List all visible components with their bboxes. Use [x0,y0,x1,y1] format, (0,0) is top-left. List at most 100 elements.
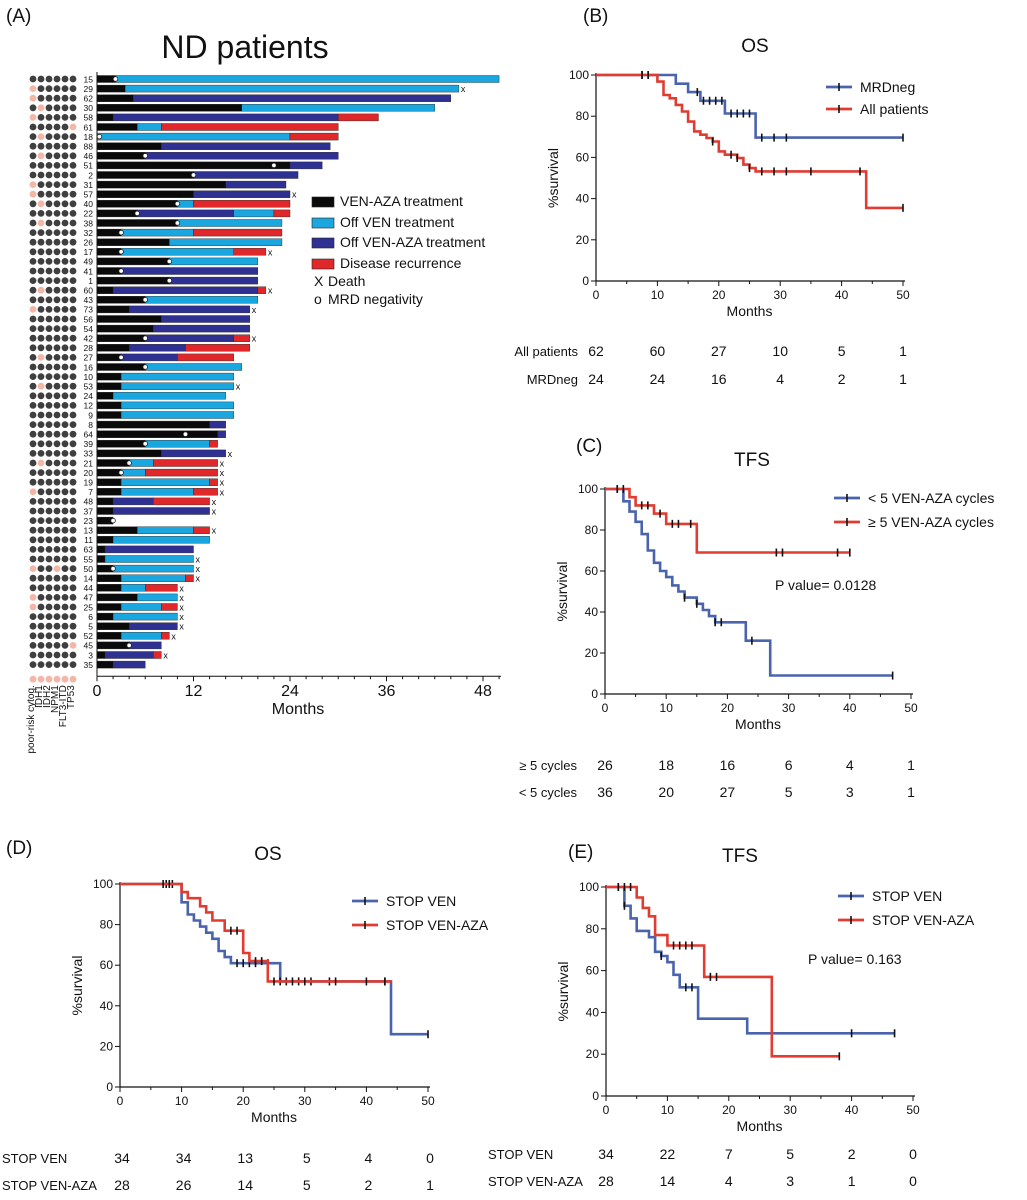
patient-id-label: 46 [84,151,94,161]
death-marker: x [220,459,225,469]
bar-segment [185,574,194,582]
mutation-dot [53,651,61,659]
risk-count: 0 [426,1150,434,1166]
mutation-dot [61,85,69,92]
mutation-dot [29,142,37,150]
mutation-dot [29,488,37,496]
patient-id-label: 60 [84,286,94,296]
patient-id-label: 28 [84,343,94,353]
bar-segment [145,334,234,342]
risk-count: 2 [848,1146,856,1162]
patient-id-label: 10 [84,372,94,382]
mutation-dot [69,306,77,313]
bar-segment [161,603,178,611]
bar-segment [96,324,154,333]
y-tick-label: 80 [586,922,600,936]
mutation-dot [29,325,37,332]
bar-segment [193,190,291,198]
bar-segment [120,584,146,592]
mutation-dot [45,488,53,496]
y-tick-label: 20 [586,1047,600,1061]
x-axis-title: Months [727,303,773,319]
patient-id-label: 19 [84,478,94,488]
mutation-dot [69,574,77,582]
mutation-dot [45,229,53,237]
mutation-dot [69,498,77,505]
patient-id-label: 56 [84,314,94,324]
x-tick-label: 30 [784,1103,798,1117]
mutation-dot [61,354,69,361]
mutation-dot [45,363,53,371]
bar-segment [96,507,114,515]
mutation-dot [29,363,37,371]
gene-label: FLT3-ITD [58,685,69,727]
mutation-dot [37,152,45,160]
mutation-dot [53,133,61,141]
patient-id-label: 41 [84,266,94,276]
mutation-dot [69,661,77,668]
mutation-dot [69,344,77,352]
y-tick-label: 60 [576,150,590,164]
bar-segment [96,142,162,150]
bar-segment [177,219,283,227]
mutation-dot [69,94,77,102]
mutation-dot [29,75,37,83]
bar-segment [120,228,194,237]
bar-segment [120,603,162,611]
mutation-dot [37,382,45,390]
mutation-dot [29,421,37,428]
bar-segment [137,123,162,131]
bar-segment [177,353,234,362]
mutation-dot [69,603,77,611]
mutation-dot [53,622,61,630]
legend-label: STOP VEN [386,893,456,909]
bar-segment [161,632,170,640]
bar-segment [96,603,122,611]
y-tick-label: 40 [585,605,599,619]
mrd-marker [118,354,124,361]
mutation-dot [69,517,77,524]
bar-segment [96,430,218,438]
bar-segment [289,132,339,141]
mutation-dot [45,219,53,227]
mutation-dot [45,248,53,256]
mutation-dot [29,565,37,572]
patient-id-label: 23 [84,516,94,526]
mutation-dot [61,459,69,467]
km-plot-os-mrd: OS 0 10 20 30 40 50 0 20 40 60 80 100 Months %survival… [514,36,928,387]
mutation-dot [53,526,61,534]
bar-segment [96,536,114,544]
mutation-dot [37,651,45,659]
mutation-dot [29,123,37,131]
mutation-dot [69,411,77,419]
bar-segment [96,488,122,496]
risk-count: 0 [909,1146,917,1162]
patient-id-label: 3 [88,650,93,660]
mutation-dot [45,584,53,592]
mutation-dot [61,507,69,515]
mutation-dot [61,277,69,284]
mutation-dot [53,277,61,284]
bar-segment [145,584,178,592]
risk-count: 26 [597,757,613,773]
mutation-dot [45,382,53,390]
risk-count: 5 [303,1150,311,1166]
mutation-dot [45,325,53,332]
bar-segment [120,574,186,582]
patient-id-label: 6 [88,612,93,622]
mutation-dot [61,526,69,534]
risk-count: 10 [772,343,788,359]
mutation-dot [37,498,45,505]
patient-id-label: 30 [84,103,94,113]
mutation-dot [61,622,69,630]
death-marker: x [171,631,176,641]
mutation-dot [69,373,77,380]
patient-id-label: 1 [88,276,93,286]
bar-segment [145,363,242,371]
bar-segment [153,497,210,506]
y-tick-label: 80 [585,523,599,537]
mutation-dot [45,430,53,438]
mutation-dot [45,661,53,668]
bar-segment [153,459,218,467]
bar-segment [96,219,178,227]
